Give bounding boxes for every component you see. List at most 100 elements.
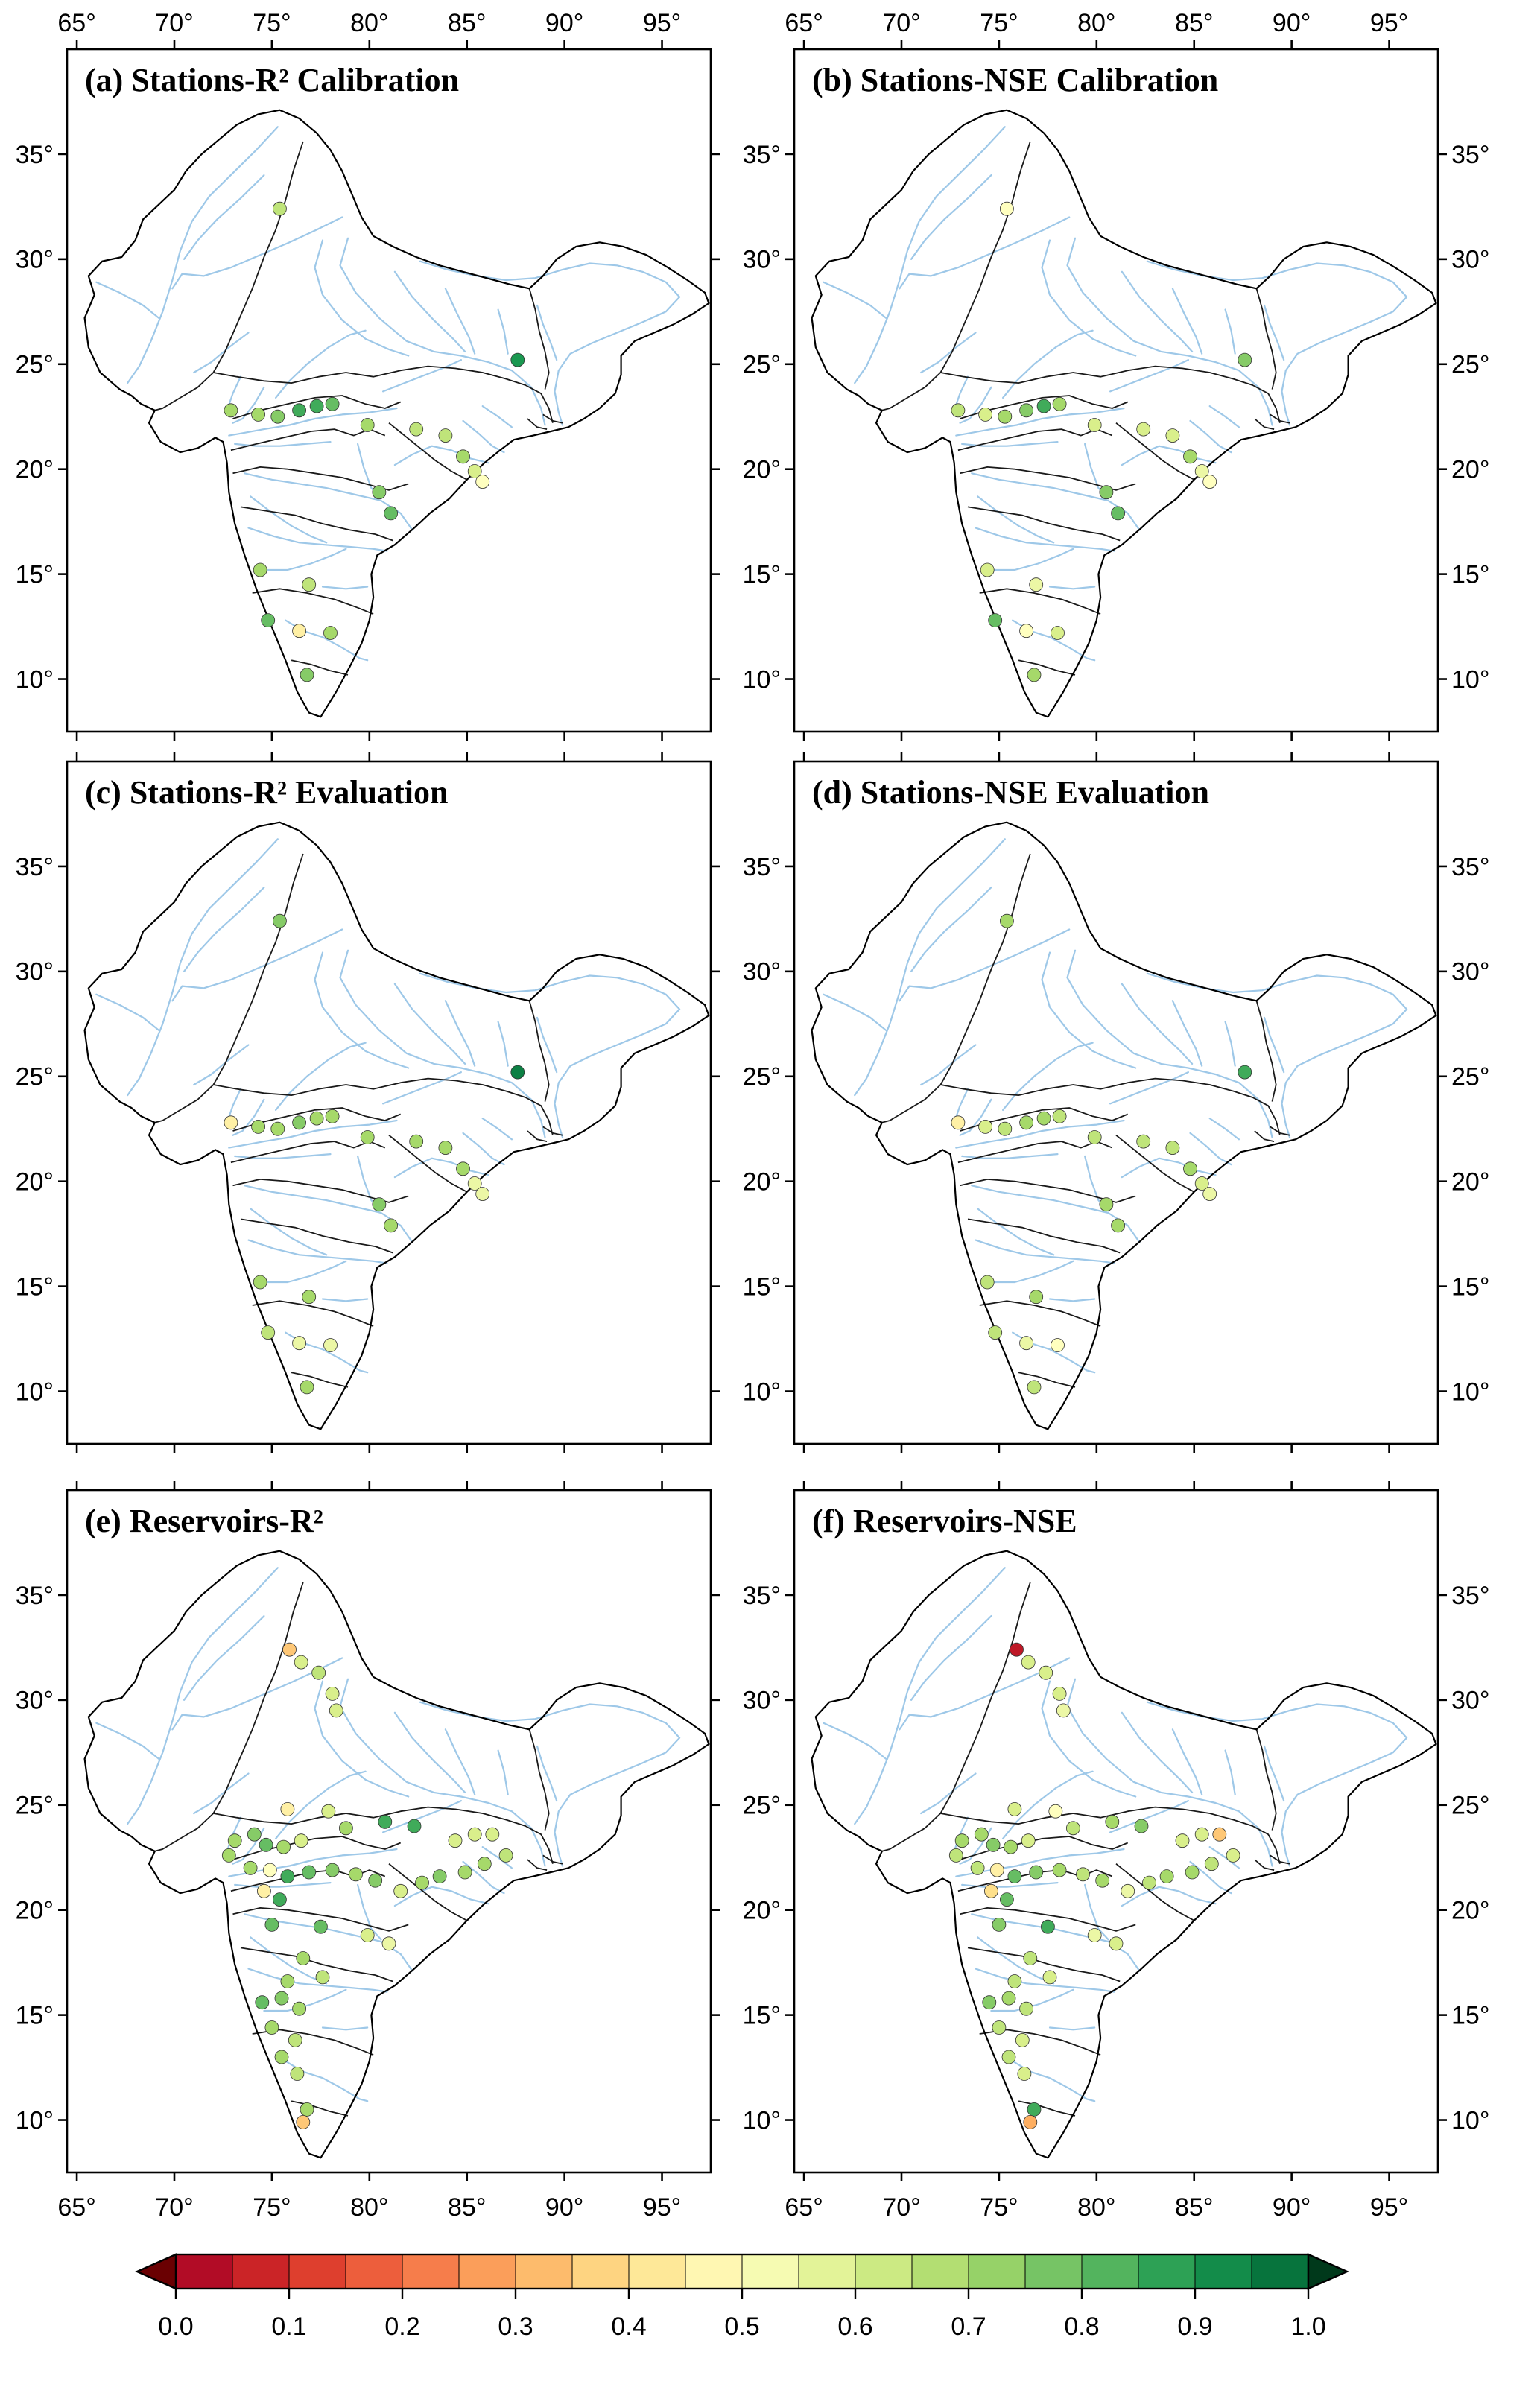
reservoir-dot (288, 2032, 302, 2047)
river-line (955, 1119, 1125, 1149)
reservoir-dot (1010, 1642, 1024, 1657)
station-dot (510, 1065, 525, 1080)
colorbar-segment (1138, 2254, 1196, 2289)
colorbar-tick-label: 0.6 (837, 2313, 872, 2341)
reservoir-dot (276, 1839, 291, 1854)
river-line (1146, 972, 1408, 1138)
reservoir-dot (255, 1995, 270, 2010)
reservoir-dot (948, 1848, 963, 1863)
station-dot (323, 1338, 338, 1352)
river-line (382, 359, 462, 393)
river-line (1146, 1701, 1408, 1867)
lat-tick-label: 25° (1451, 351, 1489, 379)
river-line (444, 1728, 476, 1795)
reservoir-dot (1052, 1686, 1067, 1701)
reservoir-dot (290, 2067, 305, 2081)
colorbar-segment (855, 2254, 913, 2289)
basin-boundary (1115, 1135, 1195, 1193)
basin-boundary (232, 1907, 409, 1932)
river-line (419, 260, 681, 426)
reservoir-dot (296, 2114, 311, 2129)
lat-tick-label: 10° (16, 2106, 54, 2134)
lat-tick-label: 15° (743, 561, 781, 589)
lat-tick-label: 30° (743, 246, 781, 274)
reservoir-dot (1095, 1873, 1110, 1888)
colorbar-tick-label: 0.1 (271, 2313, 306, 2341)
lat-tick-label: 15° (1451, 1273, 1489, 1302)
panel-frame (66, 1489, 712, 2174)
reservoir-dot (989, 1863, 1004, 1877)
reservoir-dot (1007, 1801, 1022, 1816)
station-dot (309, 1111, 324, 1126)
lat-tick-label: 20° (743, 1168, 781, 1196)
river-line (975, 1239, 1115, 1264)
station-dot (510, 352, 525, 367)
basin-boundary (542, 1126, 563, 1136)
river-line (228, 1848, 398, 1877)
lon-tick-label: 80° (350, 2193, 388, 2222)
lat-tick-label: 25° (743, 1063, 781, 1091)
panel-b: 65° 70° 75° 80° 85° 90° 95° 10° 10° 15° 15° 20° 20° 2… (743, 9, 1489, 741)
river-line (1048, 2026, 1096, 2031)
basin-boundary (1270, 1126, 1290, 1136)
station-dot (302, 577, 317, 592)
river-line (975, 527, 1115, 552)
river-line (95, 993, 160, 1031)
river-line (1048, 586, 1096, 590)
lon-tick-label: 75° (980, 2193, 1018, 2222)
reservoir-dot (1175, 1833, 1190, 1848)
reservoir-dot (1052, 1863, 1067, 1877)
river-line (1224, 1749, 1236, 1795)
lat-tick-label: 15° (1451, 561, 1489, 589)
station-dot (372, 485, 387, 500)
lat-tick-label: 30° (16, 1687, 54, 1715)
lat-tick-label: 35° (1451, 141, 1489, 169)
station-dot (323, 626, 338, 640)
reservoir-dot (302, 1865, 317, 1880)
reservoir-dot (338, 1821, 353, 1836)
lon-tick-label: 65° (785, 9, 823, 37)
colorbar-tick-label: 0.7 (951, 2313, 986, 2341)
station-dot (1194, 464, 1209, 478)
reservoir-dot (1204, 1857, 1219, 1871)
river-line (193, 1044, 250, 1086)
station-dot (1099, 485, 1114, 500)
panel-frame (793, 1489, 1439, 2174)
colorbar-tick-label: 0.9 (1177, 2313, 1212, 2341)
station-dot (438, 428, 453, 443)
lon-tick-label: 75° (253, 9, 291, 37)
lat-tick-label: 30° (743, 958, 781, 986)
panel-title: (c) Stations-R² Evaluation (85, 774, 448, 811)
lon-tick-label: 80° (1077, 9, 1115, 37)
basin-boundary (1255, 288, 1277, 390)
basin-boundary (154, 141, 304, 411)
river-line (382, 1071, 462, 1105)
colorbar-tick-label: 1.0 (1290, 2313, 1325, 2341)
reservoir-dot (1185, 1865, 1200, 1880)
reservoir-dot (264, 1917, 279, 1932)
river-line (1208, 1846, 1240, 1869)
reservoir-dot (1021, 1833, 1036, 1848)
map-outline (83, 1550, 710, 2159)
colorbar-segment (741, 2254, 799, 2289)
river-line (247, 527, 388, 552)
river-line (314, 951, 410, 1069)
colorbar-segment (515, 2254, 573, 2289)
river-line (1263, 304, 1285, 361)
basin-boundary (940, 1806, 1281, 1864)
river-line (247, 1239, 388, 1264)
river-line (263, 548, 347, 571)
lat-tick-label: 20° (16, 1897, 54, 1925)
river-line (339, 949, 546, 1138)
station-dot (292, 1115, 307, 1130)
river-line (955, 1848, 1125, 1877)
river-line (854, 126, 1006, 384)
river-line (183, 174, 265, 260)
river-line (977, 495, 1055, 544)
river-line (1109, 1800, 1189, 1833)
river-line (910, 174, 992, 260)
basin-boundary (542, 413, 563, 424)
reservoir-dot (1134, 1819, 1149, 1833)
basin-boundary (240, 506, 393, 542)
river-line (393, 270, 466, 352)
